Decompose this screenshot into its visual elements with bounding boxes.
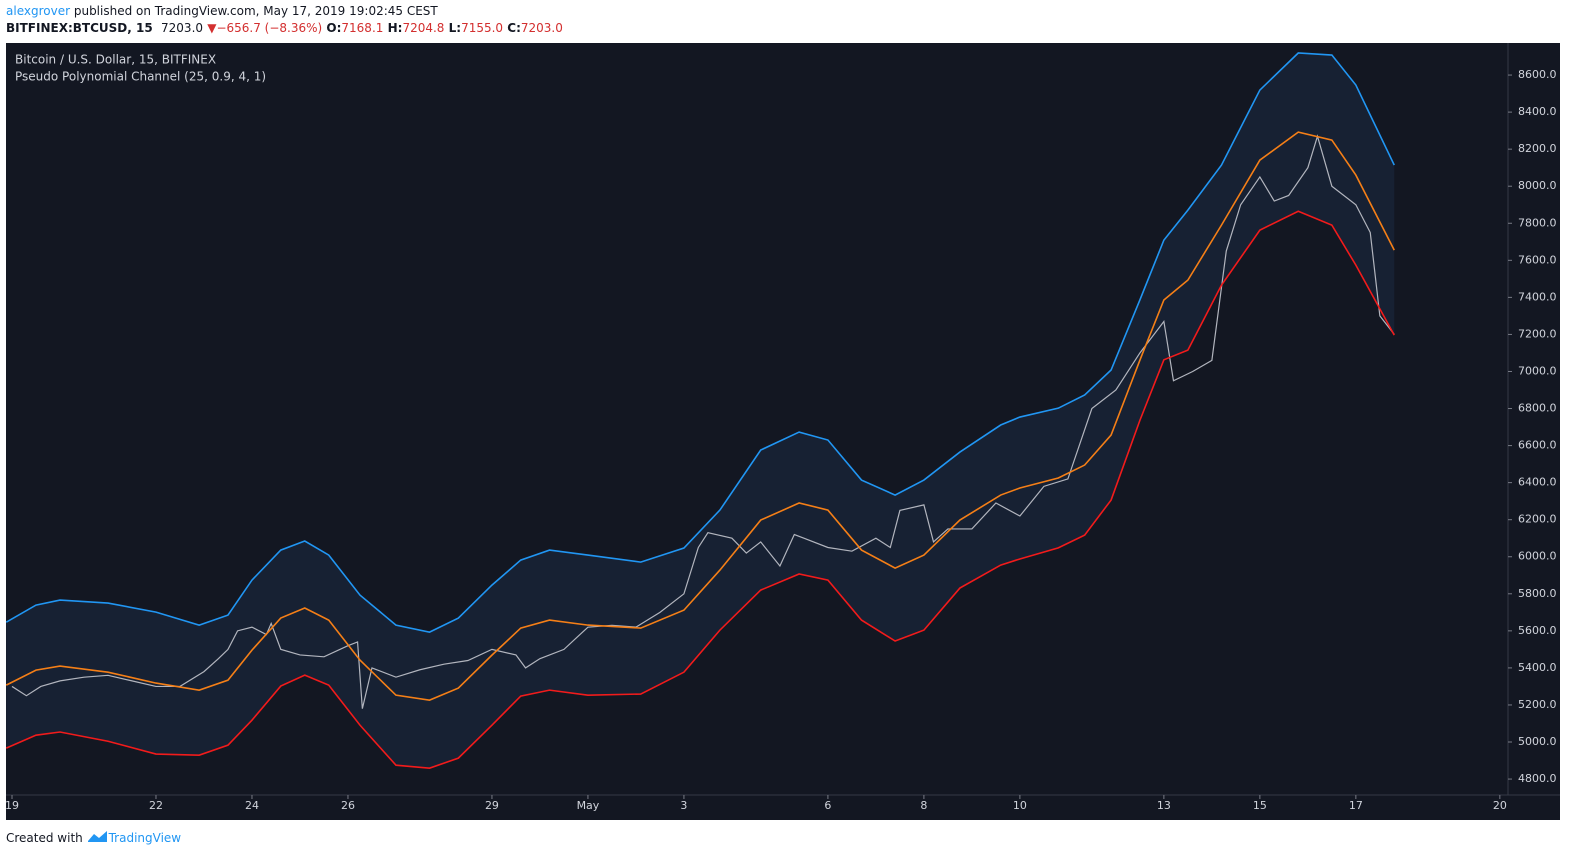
x-tick-label: 6	[824, 799, 831, 812]
x-tick-label: 13	[1157, 799, 1171, 812]
h-value: 7204.8	[402, 21, 445, 35]
channel-line	[5, 210, 1395, 769]
publish-line: alexgrover published on TradingView.com,…	[6, 4, 438, 18]
x-tick-label: 3	[680, 799, 687, 812]
x-tick-label: 19	[5, 799, 19, 812]
y-tick-label: 7800.0	[1518, 216, 1557, 229]
footer-text: Created with	[6, 831, 83, 845]
x-tick-label: 24	[245, 799, 259, 812]
y-tick-label: 7600.0	[1518, 253, 1557, 266]
x-tick-label: 17	[1349, 799, 1363, 812]
c-value: 7203.0	[520, 21, 563, 35]
channel-line	[5, 131, 1395, 701]
y-tick-label: 5800.0	[1518, 587, 1557, 600]
y-tick-label: 5200.0	[1518, 698, 1557, 711]
y-tick-label: 5400.0	[1518, 661, 1557, 674]
h-label: H:	[387, 21, 403, 35]
published: published on TradingView.com, May 17, 20…	[73, 4, 438, 18]
chart-title: Bitcoin / U.S. Dollar, 15, BITFINEX	[15, 53, 216, 67]
arrow: ▼	[207, 21, 217, 35]
x-tick-label: 22	[149, 799, 163, 812]
y-tick-label: 7000.0	[1518, 364, 1557, 377]
y-tick-label: 5600.0	[1518, 624, 1557, 637]
o-value: 7168.1	[341, 21, 384, 35]
y-tick-label: 7400.0	[1518, 290, 1557, 303]
y-tick-label: 6000.0	[1518, 550, 1557, 563]
change: −656.7 (−8.36%)	[216, 21, 323, 35]
y-tick-label: 8000.0	[1518, 179, 1557, 192]
symbol: BITFINEX:BTCUSD, 15	[6, 21, 153, 35]
price-line	[11, 134, 1395, 709]
x-tick-label: 15	[1253, 799, 1267, 812]
l-label: L:	[448, 21, 462, 35]
channel-line	[5, 52, 1395, 633]
author[interactable]: alexgrover	[6, 4, 71, 18]
y-tick-label: 6800.0	[1518, 402, 1557, 415]
indicator-title: Pseudo Polynomial Channel (25, 0.9, 4, 1…	[15, 70, 266, 84]
y-tick-label: 6600.0	[1518, 439, 1557, 452]
x-tick-label: 26	[341, 799, 355, 812]
y-tick-label: 7200.0	[1518, 327, 1557, 340]
x-tick-label: 20	[1493, 799, 1507, 812]
y-tick-label: 6400.0	[1518, 476, 1557, 489]
y-tick-label: 6200.0	[1518, 513, 1557, 526]
brand[interactable]: TradingView	[108, 831, 182, 845]
channel-fill	[6, 53, 1395, 769]
x-tick-label: May	[577, 799, 600, 812]
o-label: O:	[326, 21, 342, 35]
c-label: C:	[507, 21, 521, 35]
footer: Created with TradingView	[6, 828, 181, 845]
x-tick-label: 10	[1013, 799, 1027, 812]
y-tick-label: 8400.0	[1518, 105, 1557, 118]
y-tick-label: 5000.0	[1518, 735, 1557, 748]
l-value: 7155.0	[461, 21, 504, 35]
y-tick-label: 8200.0	[1518, 142, 1557, 155]
x-tick-label: 8	[920, 799, 927, 812]
last: 7203.0	[161, 21, 204, 35]
x-tick-label: 29	[485, 799, 499, 812]
symbol-line: BITFINEX:BTCUSD, 15 7203.0 ▼−656.7 (−8.3…	[6, 21, 563, 35]
logo	[87, 831, 107, 842]
y-tick-label: 4800.0	[1518, 772, 1557, 785]
plot	[5, 52, 1395, 769]
y-tick-label: 8600.0	[1518, 68, 1557, 81]
